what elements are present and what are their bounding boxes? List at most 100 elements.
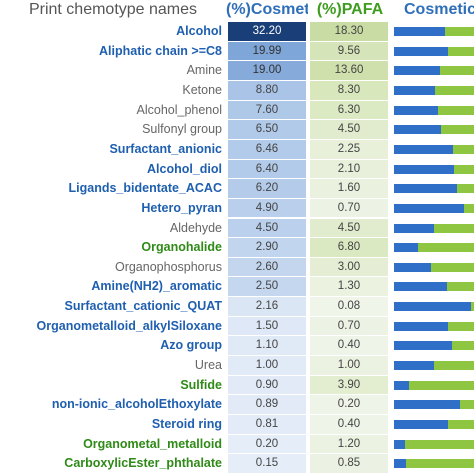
pafa-value-cell: 0.70 <box>310 198 388 219</box>
proportion-bar <box>394 164 474 174</box>
table-row: Ketone 8.80 8.30 <box>0 80 474 101</box>
pafa-bar-segment <box>441 125 474 135</box>
table-row: Ligands_bidentate_ACAC 6.20 1.60 <box>0 179 474 199</box>
table-row: Surfactant_cationic_QUAT 2.16 0.08 <box>0 297 474 317</box>
table-row: Alcohol_phenol 7.60 6.30 <box>0 100 474 121</box>
proportion-bar <box>394 302 474 312</box>
pafa-value-cell: 0.40 <box>310 415 388 435</box>
cosmetic-bar-segment <box>394 27 446 36</box>
pafa-value-cell: 4.50 <box>310 120 388 140</box>
table-row: Organohalide 2.90 6.80 <box>0 238 474 258</box>
cosmetic-value-cell: 4.50 <box>228 218 306 239</box>
names-column-header: Print chemotype names <box>28 1 198 18</box>
cosmetic-value-cell: 0.20 <box>228 434 306 455</box>
chemotype-name: Hetero_pyran <box>141 200 222 215</box>
chemotype-name: Azo group <box>160 338 222 353</box>
cosmetic-bar-segment <box>394 164 454 174</box>
chemotype-name: Ligands_bidentate_ACAC <box>68 181 223 196</box>
pafa-bar-segment <box>430 262 474 272</box>
chemotype-name: Amine(NH2)_aromatic <box>91 279 222 294</box>
cosmetic-bar-segment <box>394 85 435 95</box>
pafa-bar-segment <box>448 46 474 56</box>
table-row: Sulfonyl group 6.50 4.50 <box>0 120 474 140</box>
table-row: Alcohol 32.20 18.30 <box>0 22 474 42</box>
pafa-bar-segment <box>448 321 474 331</box>
proportion-bar <box>394 223 474 233</box>
proportion-bar <box>394 262 474 272</box>
chemotype-name: Surfactant_anionic <box>109 141 222 156</box>
pafa-value-cell: 6.80 <box>310 238 388 258</box>
cosmetic-value-cell: 6.20 <box>228 179 306 199</box>
cosmetic-value-cell: 6.46 <box>228 139 306 160</box>
chemotype-name: Aldehyde <box>169 220 222 235</box>
chemotype-name: non-ionic_alcoholEthoxylate <box>51 397 222 412</box>
pafa-bar-segment <box>418 243 474 253</box>
proportion-bar <box>394 361 474 371</box>
proportion-bar <box>394 282 474 292</box>
pafa-bar-segment <box>447 420 474 429</box>
cosmetic-bar-segment <box>394 380 410 390</box>
cosmetic-bar-segment <box>394 105 438 115</box>
pafa-bar-segment <box>406 459 474 469</box>
chemotype-name: Sulfonyl group <box>142 122 222 137</box>
proportion-bar <box>394 459 474 469</box>
pafa-bar-segment <box>459 400 474 410</box>
cosmetic-value-cell: 7.60 <box>228 100 306 121</box>
table-row: Amine(NH2)_aromatic 2.50 1.30 <box>0 277 474 298</box>
chemotype-name: Sulfide <box>180 377 222 392</box>
pafa-value-cell: 3.00 <box>310 257 388 278</box>
pafa-bar-segment <box>434 85 474 95</box>
table-header: Print chemotype names (%)Cosmetic (%)PAF… <box>0 0 474 20</box>
table-row: Organophosphorus 2.60 3.00 <box>0 257 474 278</box>
proportion-bar <box>394 105 474 115</box>
cosmetic-column-header: (%)Cosmetic <box>226 1 308 18</box>
pafa-bar-segment <box>446 282 474 292</box>
pafa-value-cell: 1.30 <box>310 277 388 298</box>
pafa-value-cell: 0.08 <box>310 297 388 317</box>
cosmetic-value-cell: 0.89 <box>228 395 306 415</box>
pafa-bar-segment <box>454 164 474 174</box>
chemotype-name: Steroid ring <box>151 417 222 431</box>
table-row: Aldehyde 4.50 4.50 <box>0 218 474 239</box>
pafa-value-cell: 0.70 <box>310 316 388 337</box>
proportion-bar <box>394 203 474 213</box>
proportion-bar <box>394 125 474 135</box>
cosmetic-bar-segment <box>394 400 460 410</box>
cosmetic-bar-segment <box>394 459 406 469</box>
table-row: Organometal_metalloid 0.20 1.20 <box>0 434 474 455</box>
pafa-value-cell: 13.60 <box>310 61 388 81</box>
chemotype-name: Aliphatic chain >=C8 <box>99 43 222 58</box>
cosmetic-value-cell: 0.81 <box>228 415 306 435</box>
cosmetic-bar-segment <box>394 262 431 272</box>
cosmetic-bar-segment <box>394 66 441 76</box>
cosmetic-value-cell: 6.50 <box>228 120 306 140</box>
proportion-bar <box>394 400 474 410</box>
cosmetic-bar-segment <box>394 302 471 312</box>
chemotype-name: Urea <box>194 358 222 373</box>
pafa-value-cell: 8.30 <box>310 80 388 101</box>
chemotype-name: Organophosphorus <box>114 259 222 274</box>
chemotype-name: Surfactant_cationic_QUAT <box>64 299 222 314</box>
pafa-value-cell: 6.30 <box>310 100 388 121</box>
pafa-bar-segment <box>457 184 474 194</box>
pafa-value-cell: 2.10 <box>310 159 388 180</box>
pafa-column-header: (%)PAFA <box>316 1 384 18</box>
pafa-bar-segment <box>470 302 474 312</box>
pafa-value-cell: 2.25 <box>310 139 388 160</box>
proportion-bar <box>394 439 474 449</box>
cosmetic-value-cell: 2.60 <box>228 257 306 278</box>
cosmetic-value-cell: 2.50 <box>228 277 306 298</box>
proportion-bar <box>394 27 474 36</box>
proportion-bar <box>394 144 474 154</box>
pafa-value-cell: 1.20 <box>310 434 388 455</box>
cosmetic-value-cell: 1.00 <box>228 356 306 376</box>
pafa-bar-segment <box>464 203 474 213</box>
pafa-value-cell: 1.00 <box>310 356 388 376</box>
chemotype-name: Organometalloid_alkylSiloxane <box>36 318 222 333</box>
chemotype-name: Ketone <box>182 82 222 97</box>
table-row: Aliphatic chain >=C8 19.99 9.56 <box>0 41 474 62</box>
table-row: Organometalloid_alkylSiloxane 1.50 0.70 <box>0 316 474 337</box>
pafa-value-cell: 1.60 <box>310 179 388 199</box>
pafa-bar-segment <box>452 341 474 351</box>
pafa-bar-segment <box>453 144 474 154</box>
